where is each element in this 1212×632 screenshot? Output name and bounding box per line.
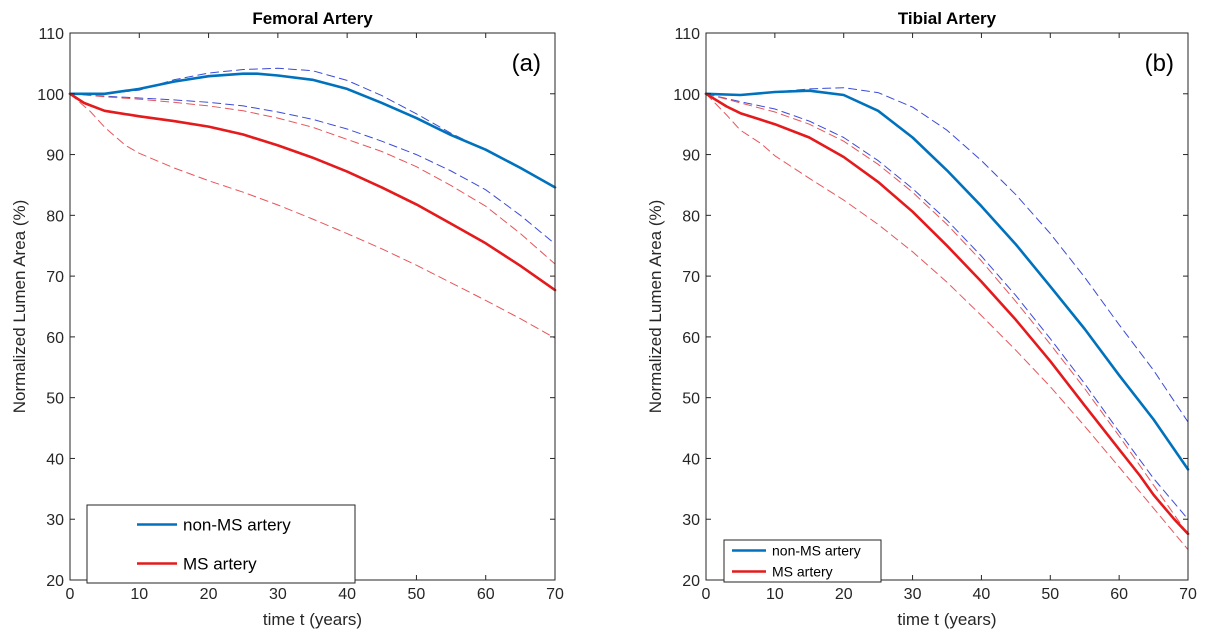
y-axis-label: Normalized Lumen Area (%) bbox=[10, 200, 29, 414]
y-tick-label: 20 bbox=[46, 573, 64, 590]
y-tick-label: 20 bbox=[682, 573, 700, 590]
x-tick-label: 50 bbox=[408, 586, 426, 603]
x-tick-label: 50 bbox=[1041, 586, 1059, 603]
y-tick-label: 60 bbox=[46, 330, 64, 347]
y-axis-label: Normalized Lumen Area (%) bbox=[646, 200, 665, 414]
y-tick-label: 50 bbox=[682, 391, 700, 408]
series-line-1 bbox=[704, 89, 1190, 471]
chart-panel-2: 0 10 20 30 40 50 60 70 20 30 40 50 60 70 80 90 100 110 Tib… bbox=[646, 9, 1197, 629]
x-axis-label: time t (years) bbox=[263, 610, 362, 629]
y-tick-label: 100 bbox=[673, 87, 700, 104]
y-tick-label: 70 bbox=[682, 269, 700, 286]
y-tick-label: 40 bbox=[46, 451, 64, 468]
y-tick-label: 70 bbox=[46, 269, 64, 286]
series-line-3 bbox=[69, 67, 556, 188]
y-tick-label: 90 bbox=[46, 148, 64, 165]
x-tick-label: 40 bbox=[973, 586, 991, 603]
y-tick-label: 40 bbox=[682, 451, 700, 468]
series-line-5 bbox=[69, 93, 556, 265]
chart-title: Tibial Artery bbox=[898, 9, 997, 28]
series-line-1 bbox=[68, 72, 557, 189]
x-tick-label: 10 bbox=[766, 586, 784, 603]
legend-box bbox=[86, 504, 356, 584]
x-tick-label: 60 bbox=[1110, 586, 1128, 603]
legend-label: non-MS artery bbox=[772, 542, 861, 558]
legend-label: MS artery bbox=[183, 554, 257, 573]
series-line-6 bbox=[69, 93, 556, 339]
x-tick-label: 20 bbox=[200, 586, 218, 603]
legend-box bbox=[723, 539, 882, 583]
panel-label: (a) bbox=[512, 50, 541, 77]
x-tick-label: 70 bbox=[546, 586, 564, 603]
x-tick-label: 0 bbox=[702, 586, 711, 603]
plot-frame bbox=[69, 32, 556, 581]
series-line-4 bbox=[69, 93, 556, 245]
y-tick-label: 90 bbox=[682, 148, 700, 165]
y-tick-label: 100 bbox=[37, 87, 64, 104]
x-axis-label: time t (years) bbox=[897, 610, 996, 629]
series-line-5 bbox=[705, 93, 1189, 535]
y-tick-label: 30 bbox=[682, 512, 700, 529]
legend: non-MS artery MS artery bbox=[86, 504, 356, 584]
x-tick-label: 0 bbox=[66, 586, 75, 603]
legend-label: non-MS artery bbox=[183, 515, 291, 534]
x-tick-label: 70 bbox=[1179, 586, 1197, 603]
series-line-4 bbox=[705, 93, 1189, 520]
y-tick-label: 60 bbox=[682, 330, 700, 347]
x-tick-label: 60 bbox=[477, 586, 495, 603]
y-tick-label: 50 bbox=[46, 391, 64, 408]
chart-title: Femoral Artery bbox=[252, 9, 373, 28]
series-line-2 bbox=[68, 92, 557, 292]
plot-frame bbox=[705, 32, 1189, 581]
y-tick-label: 80 bbox=[682, 208, 700, 225]
legend-label: MS artery bbox=[772, 563, 833, 579]
x-tick-label: 40 bbox=[338, 586, 356, 603]
x-tick-label: 10 bbox=[130, 586, 148, 603]
chart-panel-1: 0 10 20 30 40 50 60 70 20 30 40 50 60 70 80 90 100 110 Fem… bbox=[10, 9, 564, 629]
series-line-2 bbox=[704, 92, 1190, 536]
y-tick-label: 80 bbox=[46, 208, 64, 225]
y-tick-label: 30 bbox=[46, 512, 64, 529]
y-tick-label: 110 bbox=[674, 26, 700, 43]
panel-label: (b) bbox=[1145, 50, 1174, 77]
x-tick-label: 30 bbox=[904, 586, 922, 603]
legend: non-MS artery MS artery bbox=[723, 539, 882, 583]
x-tick-label: 30 bbox=[269, 586, 287, 603]
series-line-6 bbox=[705, 93, 1189, 551]
y-tick-label: 110 bbox=[38, 26, 64, 43]
x-tick-label: 20 bbox=[835, 586, 853, 603]
